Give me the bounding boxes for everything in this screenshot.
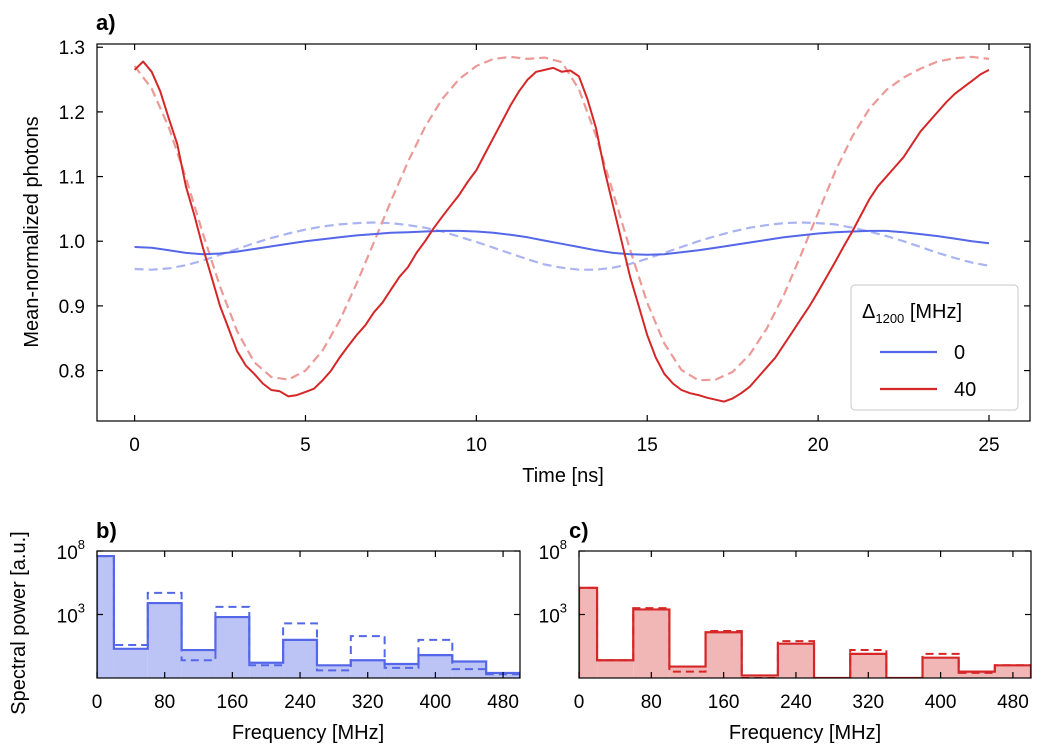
spectral-bar (597, 660, 634, 678)
panel-a-xlabel: Time [ns] (522, 465, 604, 487)
x-tick-label: 0 (92, 692, 103, 713)
x-tick-label: 0 (574, 692, 585, 713)
legend-entry-0: 0 (954, 342, 965, 364)
spectral-bar (283, 639, 317, 678)
spectral-bar (147, 603, 182, 678)
y-tick-label: 1.3 (59, 38, 85, 59)
x-tick-label: 480 (487, 692, 519, 713)
x-tick-label: 10 (466, 435, 487, 456)
y-tick-label: 108 (57, 537, 85, 564)
panel-b-label: b) (96, 518, 117, 543)
panel-b: b) 0 80 160 240 320 400 480 103 108 Frequency [… (8, 518, 521, 744)
spectral-bar (215, 617, 250, 678)
x-tick-label: 240 (780, 692, 812, 713)
measured-step-line (579, 586, 1031, 678)
spectral-bar (705, 632, 742, 678)
x-tick-label: 400 (925, 692, 957, 713)
spectral-bar (316, 665, 351, 678)
spectral-bar (850, 653, 887, 678)
panel-c-label: c) (569, 518, 589, 543)
panel-c: c) 0 80 160 240 320 400 480 103 108 Frequency [… (539, 518, 1032, 744)
x-tick-label: 320 (852, 692, 884, 713)
spectral-bar (452, 661, 487, 678)
spectral-bar (181, 650, 216, 678)
panel-c-xlabel: Frequency [MHz] (729, 722, 881, 744)
y-tick-label: 1.0 (59, 232, 85, 253)
series-line-0-fit (134, 221, 990, 271)
x-tick-label: 160 (708, 692, 740, 713)
spectral-bar (669, 666, 706, 678)
x-tick-label: 480 (997, 692, 1029, 713)
y-tick-label: 1.1 (59, 168, 85, 189)
spectral-bar (418, 655, 453, 678)
y-tick-label: 1.2 (59, 103, 85, 124)
panel-a-label: a) (96, 10, 116, 35)
spectral-bar (886, 678, 922, 683)
x-tick-label: 80 (641, 692, 662, 713)
y-tick-label: 108 (539, 537, 567, 564)
series-line-40-fit (133, 55, 990, 382)
spectral-bar (97, 556, 114, 678)
x-tick-label: 160 (217, 692, 249, 713)
y-tick-label: 0.8 (59, 362, 85, 383)
spectral-bar (741, 675, 778, 678)
y-tick-label: 0.9 (59, 297, 85, 318)
panel-a: a) 0 5 10 15 20 25 0.8 0.9 1.0 1.1 1.2 1.3 Time [n… (21, 10, 1031, 487)
panel-b-xlabel: Frequency [MHz] (232, 722, 384, 744)
spectral-bar (350, 660, 385, 678)
y-tick-label: 103 (539, 601, 567, 628)
panel-a-frame (96, 43, 1031, 422)
x-tick-label: 20 (808, 435, 829, 456)
y-tick-label: 103 (57, 601, 85, 628)
x-tick-label: 400 (420, 692, 452, 713)
legend-entry-40: 40 (954, 379, 976, 401)
series-line-40 (133, 60, 990, 403)
spectral-bar (814, 678, 850, 683)
spectral-bar (922, 657, 959, 678)
x-tick-label: 0 (129, 435, 140, 456)
x-tick-label: 80 (154, 692, 175, 713)
x-tick-label: 320 (352, 692, 384, 713)
spectral-bar (958, 671, 995, 678)
x-tick-label: 15 (637, 435, 658, 456)
panel-b-ylabel: Spectral power [a.u.] (8, 531, 30, 714)
x-tick-label: 240 (284, 692, 316, 713)
legend-title: Δ1200 [MHz] (862, 301, 962, 326)
spectral-bar (249, 662, 284, 678)
legend: Δ1200 [MHz] 0 40 (850, 284, 1019, 411)
spectral-bar (113, 648, 148, 678)
measured-step-line (97, 554, 520, 678)
panel-a-ylabel: Mean-normalized photons (21, 116, 43, 347)
spectral-bar (384, 664, 419, 678)
legend-box (850, 284, 1019, 411)
spectral-bar (994, 665, 1031, 678)
spectral-bar (633, 609, 670, 678)
x-tick-label: 5 (300, 435, 311, 456)
series-line-0 (134, 229, 990, 256)
x-tick-label: 25 (978, 435, 999, 456)
spectral-bar (579, 587, 598, 678)
